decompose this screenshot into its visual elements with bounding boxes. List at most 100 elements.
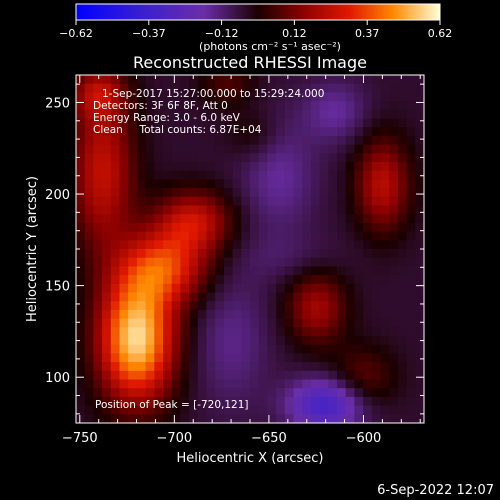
heatmap-cell [215, 292, 225, 302]
heatmap-cell [397, 179, 407, 189]
heatmap-cell [363, 292, 373, 302]
heatmap-cell [328, 144, 338, 154]
heatmap-cell [371, 283, 381, 293]
heatmap-cell [415, 205, 425, 215]
heatmap-cell [110, 240, 120, 250]
heatmap-cell [302, 318, 312, 328]
heatmap-cell [76, 309, 86, 319]
heatmap-cell [206, 127, 216, 137]
heatmap-cell [389, 396, 399, 406]
heatmap-cell [145, 309, 155, 319]
heatmap-cell [223, 205, 233, 215]
heatmap-cell [354, 222, 364, 232]
heatmap-cell [102, 222, 112, 232]
heatmap-cell [415, 144, 425, 154]
heatmap-cell [371, 292, 381, 302]
heatmap-cell [119, 309, 129, 319]
heatmap-cell [293, 118, 303, 128]
heatmap-cell [354, 266, 364, 276]
heatmap-cell [328, 179, 338, 189]
heatmap-cell [206, 205, 216, 215]
heatmap-cell [293, 388, 303, 398]
heatmap-cell [397, 205, 407, 215]
colorbar-ticks: −0.62 −0.37 −0.12 0.12 0.37 0.62 [59, 20, 452, 40]
heatmap-cell [189, 127, 199, 137]
heatmap-cell [310, 144, 320, 154]
heatmap-cell [232, 75, 242, 85]
heatmap-cell [215, 388, 225, 398]
heatmap-cell [397, 92, 407, 102]
heatmap-cell [310, 309, 320, 319]
heatmap-cell [93, 362, 103, 372]
heatmap-cell [363, 379, 373, 389]
heatmap-cell [76, 240, 86, 250]
heatmap-cell [189, 101, 199, 111]
heatmap-cell [310, 135, 320, 145]
heatmap-cell [415, 170, 425, 180]
heatmap-cell [232, 353, 242, 363]
heatmap-cell [110, 370, 120, 380]
heatmap-cell [250, 396, 260, 406]
heatmap-cell [215, 92, 225, 102]
heatmap-cell [380, 344, 390, 354]
heatmap-cell [180, 109, 190, 119]
heatmap-cell [337, 301, 347, 311]
heatmap-cell [310, 214, 320, 224]
heatmap-cell [319, 222, 329, 232]
heatmap-cell [154, 283, 164, 293]
heatmap-cell [328, 396, 338, 406]
heatmap-cell [110, 353, 120, 363]
heatmap-cell [241, 414, 251, 424]
heatmap-cell [250, 92, 260, 102]
heatmap-cell [119, 118, 129, 128]
heatmap-cell [406, 370, 416, 380]
heatmap-cell [119, 92, 129, 102]
heatmap-cell [93, 388, 103, 398]
heatmap-cell [258, 170, 268, 180]
heatmap-cell [284, 249, 294, 259]
heatmap-cell [93, 301, 103, 311]
heatmap-cell [363, 188, 373, 198]
heatmap-cell [258, 388, 268, 398]
heatmap-cell [215, 231, 225, 241]
heatmap-cell [363, 75, 373, 85]
heatmap-cell [250, 283, 260, 293]
heatmap-cell [276, 388, 286, 398]
heatmap-cell [154, 196, 164, 206]
heatmap-cell [284, 388, 294, 398]
heatmap-cell [328, 283, 338, 293]
heatmap-cell [328, 336, 338, 346]
heatmap-cell [371, 257, 381, 267]
heatmap-cell [345, 75, 355, 85]
heatmap-cell [337, 353, 347, 363]
heatmap-cell [119, 127, 129, 137]
heatmap-cell [154, 388, 164, 398]
heatmap-cell [250, 301, 260, 311]
heatmap-cell [319, 353, 329, 363]
heatmap-cell [197, 118, 207, 128]
heatmap-cell [206, 266, 216, 276]
heatmap-cell [223, 344, 233, 354]
heatmap-cell [197, 231, 207, 241]
heatmap-cell [267, 275, 277, 285]
heatmap-cell [258, 257, 268, 267]
heatmap-cell [415, 353, 425, 363]
heatmap-cell [84, 370, 94, 380]
heatmap-cell [397, 379, 407, 389]
heatmap-cell [310, 283, 320, 293]
heatmap-cell [302, 301, 312, 311]
heatmap-cell [145, 144, 155, 154]
heatmap-cell [354, 318, 364, 328]
heatmap-cell [354, 101, 364, 111]
heatmap-cell [197, 83, 207, 93]
heatmap-cell [302, 266, 312, 276]
heatmap-cell [380, 101, 390, 111]
heatmap-cell [180, 196, 190, 206]
heatmap-cell [128, 75, 138, 85]
heatmap-cell [197, 379, 207, 389]
heatmap-cell [293, 309, 303, 319]
heatmap-cell [406, 75, 416, 85]
heatmap-cell [232, 301, 242, 311]
heatmap-cell [76, 214, 86, 224]
heatmap-cell [102, 379, 112, 389]
